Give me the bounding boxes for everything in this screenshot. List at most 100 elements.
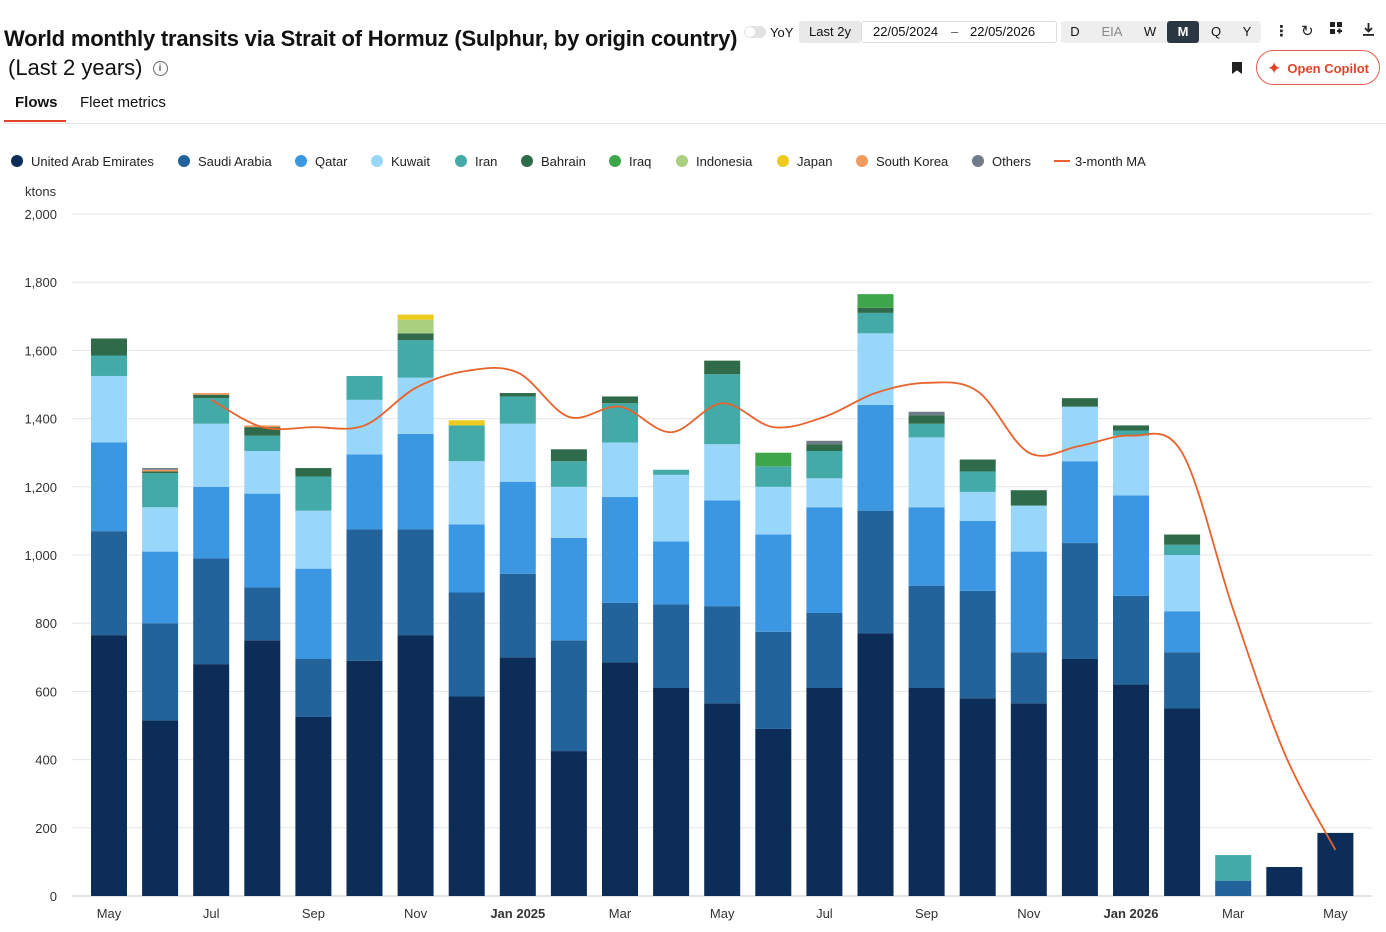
bar-segment-indonesia[interactable] — [397, 319, 434, 334]
bar-segment-saudi-arabia[interactable] — [602, 602, 638, 663]
bar-segment-bahrain[interactable] — [550, 449, 587, 462]
bar-segment-united-arab-emirates[interactable] — [346, 660, 383, 896]
bar-segment-iran[interactable] — [704, 374, 741, 445]
bar-segment-iran[interactable] — [448, 425, 485, 462]
bar-segment-bahrain[interactable] — [193, 394, 230, 399]
legend-label-saudi-arabia[interactable]: Saudi Arabia — [198, 154, 272, 169]
bar-segment-qatar[interactable] — [244, 493, 281, 588]
bar-segment-saudi-arabia[interactable] — [448, 592, 485, 697]
bar-segment-qatar[interactable] — [806, 507, 843, 613]
legend-swatch-qatar[interactable] — [295, 155, 307, 167]
bar-segment-bahrain[interactable] — [908, 415, 945, 424]
legend-label-kuwait[interactable]: Kuwait — [391, 154, 430, 169]
bar-segment-kuwait[interactable] — [244, 450, 281, 494]
bar-segment-united-arab-emirates[interactable] — [550, 751, 587, 896]
bar-segment-kuwait[interactable] — [550, 486, 587, 538]
period-y[interactable]: Y — [1242, 24, 1252, 39]
bar-segment-south-korea[interactable] — [193, 393, 230, 395]
bar-segment-others[interactable] — [806, 440, 843, 445]
bar-segment-bahrain[interactable] — [1113, 425, 1149, 431]
bar-segment-qatar[interactable] — [397, 433, 434, 530]
period-m[interactable]: M — [1167, 21, 1199, 43]
bar-segment-kuwait[interactable] — [755, 486, 792, 535]
bar-segment-united-arab-emirates[interactable] — [806, 687, 843, 896]
bar-segment-iran[interactable] — [857, 312, 894, 334]
bar-segment-kuwait[interactable] — [704, 444, 741, 501]
bar-segment-bahrain[interactable] — [806, 444, 843, 451]
legend-swatch-saudi-arabia[interactable] — [178, 155, 190, 167]
bar-segment-iran[interactable] — [1215, 855, 1252, 881]
bar-segment-saudi-arabia[interactable] — [295, 659, 332, 717]
bar-segment-qatar[interactable] — [91, 442, 127, 532]
bar-segment-kuwait[interactable] — [806, 478, 843, 508]
bar-segment-bahrain[interactable] — [142, 471, 179, 474]
legend-swatch-united-arab-emirates[interactable] — [11, 155, 23, 167]
range-preset-button[interactable]: Last 2y — [799, 21, 861, 43]
bar-segment-qatar[interactable] — [346, 454, 383, 530]
refresh-icon[interactable]: ↻ — [1301, 23, 1314, 40]
bar-segment-japan[interactable] — [397, 314, 434, 320]
bar-segment-iraq[interactable] — [857, 294, 894, 308]
bar-segment-united-arab-emirates[interactable] — [704, 703, 741, 896]
bar-segment-kuwait[interactable] — [448, 461, 485, 525]
bar-segment-saudi-arabia[interactable] — [857, 510, 894, 634]
bar-segment-qatar[interactable] — [1010, 551, 1047, 653]
bar-segment-iran[interactable] — [602, 403, 638, 443]
bar-segment-qatar[interactable] — [653, 541, 690, 605]
bar-segment-kuwait[interactable] — [1113, 435, 1149, 496]
bar-segment-kuwait[interactable] — [295, 510, 332, 569]
bar-segment-bahrain[interactable] — [857, 307, 894, 313]
bar-segment-iran[interactable] — [295, 476, 332, 511]
legend-swatch-kuwait[interactable] — [371, 155, 383, 167]
bar-segment-iran[interactable] — [755, 466, 792, 487]
bar-segment-saudi-arabia[interactable] — [244, 587, 281, 641]
bar-segment-qatar[interactable] — [1164, 611, 1201, 653]
bar-segment-united-arab-emirates[interactable] — [1010, 703, 1047, 896]
bar-segment-bahrain[interactable] — [295, 468, 332, 477]
bar-segment-iran[interactable] — [193, 398, 230, 424]
bar-segment-qatar[interactable] — [550, 537, 587, 641]
bar-segment-saudi-arabia[interactable] — [806, 612, 843, 688]
bar-segment-bahrain[interactable] — [244, 427, 281, 436]
bar-segment-saudi-arabia[interactable] — [550, 640, 587, 752]
bar-segment-iran[interactable] — [1164, 544, 1201, 555]
tab-flows[interactable]: Flows — [15, 94, 58, 111]
bar-segment-saudi-arabia[interactable] — [1113, 595, 1149, 685]
bar-segment-qatar[interactable] — [755, 534, 792, 632]
legend-swatch-south-korea[interactable] — [856, 155, 868, 167]
bar-segment-kuwait[interactable] — [602, 442, 638, 498]
bar-segment-iran[interactable] — [806, 450, 843, 479]
legend-label-others[interactable]: Others — [992, 154, 1032, 169]
bar-segment-united-arab-emirates[interactable] — [755, 728, 792, 896]
bar-segment-iran[interactable] — [1113, 430, 1149, 436]
bar-segment-qatar[interactable] — [142, 551, 179, 624]
bar-segment-saudi-arabia[interactable] — [1215, 880, 1252, 896]
legend-swatch-iran[interactable] — [455, 155, 467, 167]
legend-label-qatar[interactable]: Qatar — [315, 154, 348, 169]
bar-segment-united-arab-emirates[interactable] — [602, 662, 638, 896]
bar-segment-bahrain[interactable] — [91, 338, 127, 356]
bar-segment-iraq[interactable] — [755, 452, 792, 467]
bar-segment-united-arab-emirates[interactable] — [1061, 659, 1098, 896]
bar-segment-qatar[interactable] — [1061, 461, 1098, 544]
bar-segment-united-arab-emirates[interactable] — [193, 664, 230, 896]
bar-segment-bahrain[interactable] — [1061, 398, 1098, 407]
bar-segment-saudi-arabia[interactable] — [91, 531, 127, 636]
bar-segment-united-arab-emirates[interactable] — [91, 635, 127, 896]
period-d[interactable]: D — [1070, 24, 1080, 39]
bar-segment-united-arab-emirates[interactable] — [1317, 832, 1354, 896]
bar-segment-kuwait[interactable] — [653, 474, 690, 542]
period-q[interactable]: Q — [1210, 24, 1222, 39]
bar-segment-saudi-arabia[interactable] — [397, 529, 434, 636]
bar-segment-others[interactable] — [908, 411, 945, 416]
bar-segment-bahrain[interactable] — [959, 459, 996, 472]
bar-segment-qatar[interactable] — [1113, 495, 1149, 596]
bar-segment-kuwait[interactable] — [1164, 555, 1201, 612]
info-icon[interactable]: i — [152, 61, 168, 76]
moving-average-line[interactable] — [210, 366, 1337, 851]
bar-segment-kuwait[interactable] — [91, 375, 127, 443]
bar-segment-united-arab-emirates[interactable] — [142, 720, 179, 896]
bar-segment-kuwait[interactable] — [499, 423, 536, 482]
bar-segment-saudi-arabia[interactable] — [653, 604, 690, 688]
bar-segment-kuwait[interactable] — [1061, 406, 1098, 462]
